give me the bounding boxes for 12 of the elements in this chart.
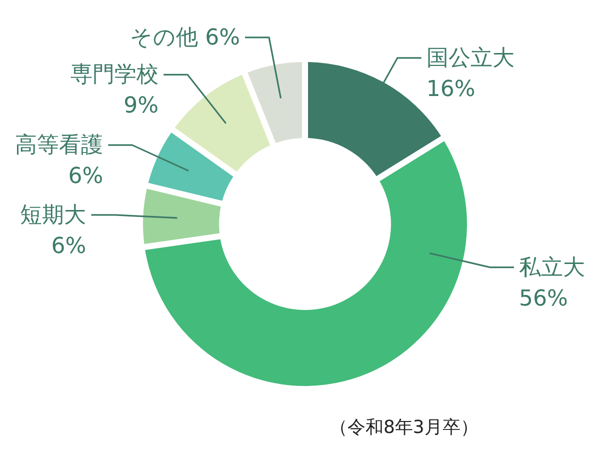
slice-label: 国公立大	[426, 46, 514, 71]
data-label: 6%	[68, 164, 104, 190]
slice-label: 短期大	[20, 202, 86, 228]
data-label: 56%	[518, 286, 568, 312]
data-label: 6%	[51, 234, 86, 259]
text: （令和8年3月卒）	[329, 417, 478, 438]
slice-label: 私立大	[518, 255, 585, 280]
data-label: 9%	[124, 94, 159, 119]
slice-label: その他 6%	[130, 25, 240, 50]
slice-label: 専門学校	[70, 62, 159, 88]
slice-label: 高等看護	[15, 133, 104, 158]
data-label: 16%	[426, 76, 476, 102]
